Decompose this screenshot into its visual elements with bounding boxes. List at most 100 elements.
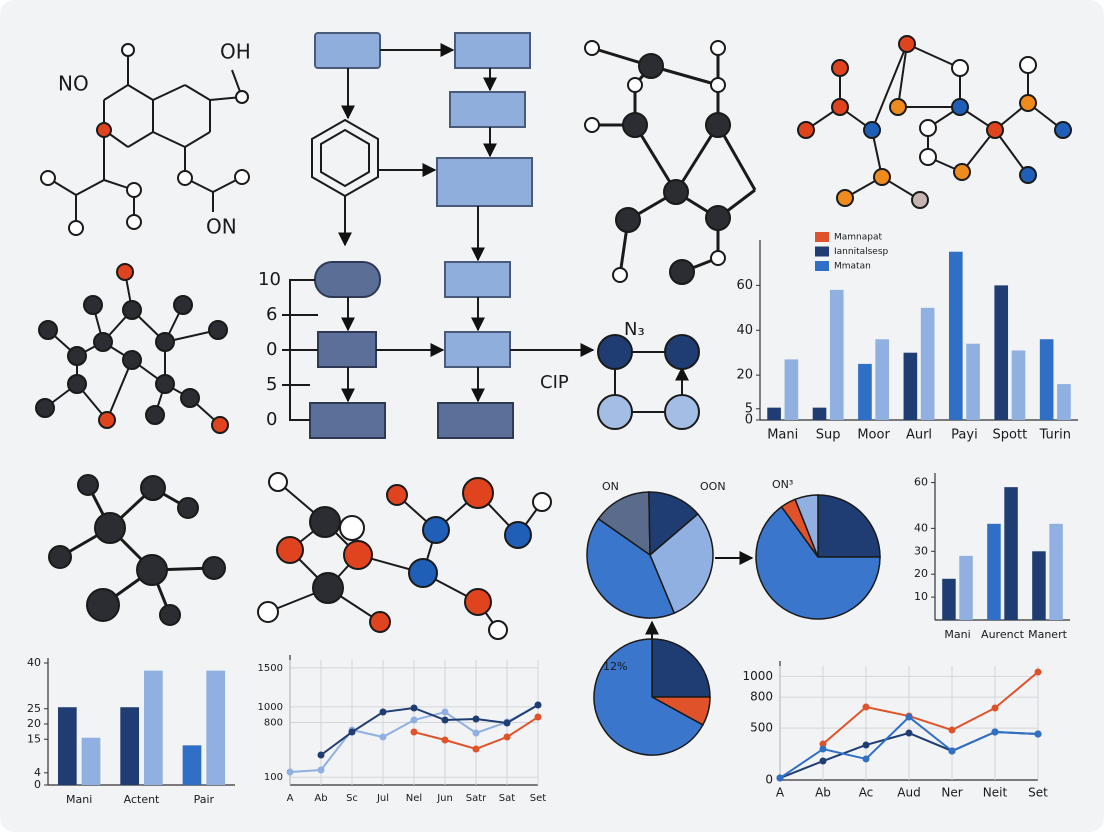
flow-box <box>314 32 381 69</box>
atom <box>622 112 648 138</box>
line-point <box>317 766 325 774</box>
atom <box>77 474 99 496</box>
atom <box>462 477 494 509</box>
y-tick-label: 60 <box>736 278 753 293</box>
line-point <box>441 736 449 744</box>
atom <box>612 267 628 283</box>
line-point <box>472 745 480 753</box>
x-tick-label: Sat <box>499 793 515 804</box>
atom <box>831 59 849 77</box>
atom <box>155 332 175 352</box>
atom <box>339 515 365 541</box>
atom <box>488 620 508 640</box>
bond <box>127 84 154 101</box>
bar <box>784 359 799 420</box>
bar <box>1057 384 1071 420</box>
atom <box>257 601 279 623</box>
flow-bracket <box>282 279 318 421</box>
y-tick-label: 0 <box>765 773 773 787</box>
y-tick-label: 800 <box>750 690 773 704</box>
legend-swatch <box>815 246 829 257</box>
x-tick-label: Satr <box>466 793 487 804</box>
atom <box>584 117 600 133</box>
bond <box>106 359 133 421</box>
node-label: CIP <box>540 372 569 393</box>
atom <box>312 572 344 604</box>
atom <box>268 472 288 492</box>
line-point <box>317 751 325 759</box>
atom <box>136 554 168 586</box>
atom <box>584 40 600 56</box>
y-tick-label: 4 <box>34 766 41 779</box>
x-tick-label: Set <box>1028 786 1048 800</box>
y-tick-label: 100 <box>264 772 283 783</box>
flowchart <box>282 32 700 439</box>
line-point <box>410 704 418 712</box>
y-tick-label: 40 <box>914 521 928 534</box>
line-point <box>862 741 870 749</box>
pie-slice <box>648 491 699 557</box>
bond <box>184 84 211 101</box>
atom <box>1054 121 1072 139</box>
atom <box>173 295 193 315</box>
x-tick-label: Nel <box>406 793 422 804</box>
bar <box>1032 551 1046 620</box>
atom <box>464 588 492 616</box>
x-tick-label: Mani <box>66 793 92 806</box>
line-point <box>948 726 956 734</box>
bar <box>1049 523 1063 620</box>
line-point <box>410 728 418 736</box>
legend-swatch <box>815 261 829 271</box>
atom <box>93 332 113 352</box>
flow-arrows <box>338 43 689 403</box>
ring-node <box>597 394 633 430</box>
flow-axis-label: 0 <box>266 339 277 360</box>
pie-annotation: 12% <box>603 660 627 673</box>
line-point <box>991 728 999 736</box>
atom <box>202 556 226 580</box>
atom <box>1019 56 1037 74</box>
legend-label: Mamnapat <box>834 233 882 243</box>
atom <box>669 259 695 285</box>
atom <box>873 168 891 186</box>
atom <box>863 121 881 139</box>
flow-box <box>454 32 531 69</box>
atom <box>83 295 103 315</box>
atom <box>211 416 229 434</box>
x-tick-label: Jun <box>436 793 453 804</box>
atom <box>422 516 450 544</box>
x-tick-label: Spott <box>993 428 1028 443</box>
x-tick-label: Neit <box>983 786 1008 800</box>
atom <box>705 205 731 231</box>
line-point <box>948 747 956 755</box>
bar <box>182 745 202 785</box>
atom <box>951 59 969 77</box>
atom <box>710 40 726 56</box>
flow-axis-label: 5 <box>266 374 277 395</box>
y-tick-label: 800 <box>264 718 283 729</box>
y-tick-label: 30 <box>914 544 928 557</box>
bar <box>942 578 956 620</box>
bar <box>57 707 77 785</box>
atom <box>615 207 641 233</box>
pie-slice <box>597 491 651 557</box>
bar <box>966 343 980 420</box>
y-tick-label: 20 <box>914 567 928 580</box>
atom <box>369 611 391 633</box>
legend-label: Iannitalsesp <box>834 247 889 257</box>
flow-box <box>317 331 377 368</box>
y-tick-label: 15 <box>27 732 41 745</box>
atom <box>121 43 135 57</box>
bar <box>829 289 844 420</box>
atom <box>504 521 532 549</box>
pie-annotation: ON <box>602 480 619 493</box>
atom <box>919 148 937 166</box>
bond <box>103 84 129 101</box>
atom <box>408 558 438 588</box>
x-tick-label: Moor <box>857 428 890 443</box>
atom <box>663 179 689 205</box>
bar <box>858 363 872 420</box>
atom <box>309 506 341 538</box>
atom <box>98 411 116 429</box>
line-point <box>379 708 387 716</box>
